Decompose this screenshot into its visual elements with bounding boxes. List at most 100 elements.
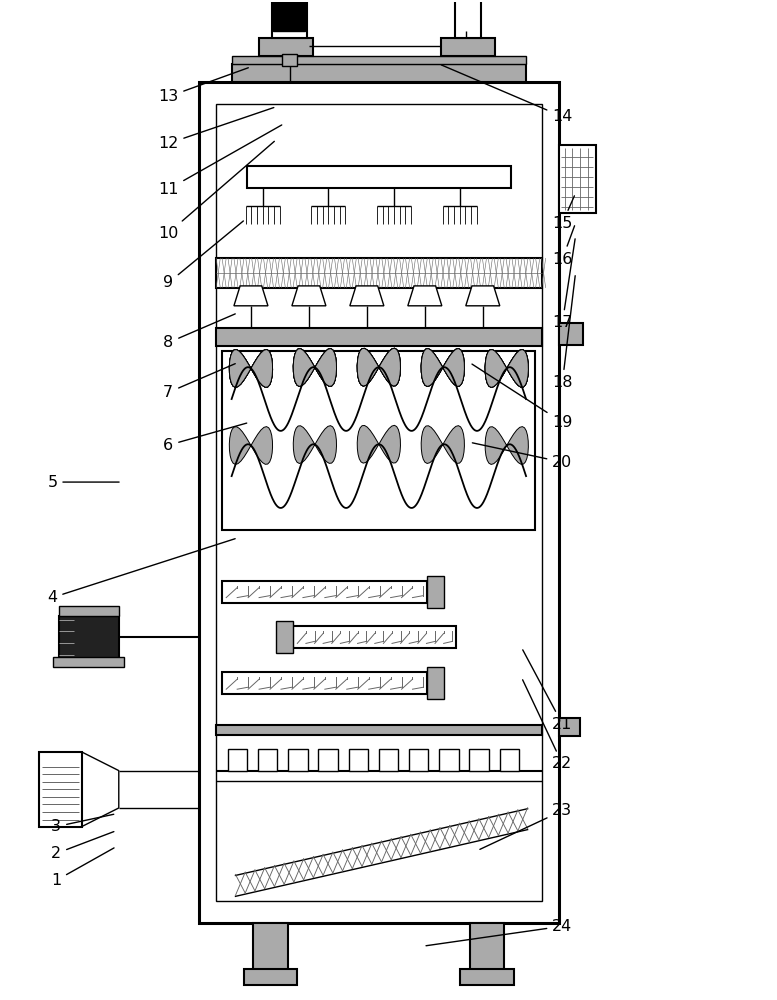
Polygon shape [357,425,400,463]
Polygon shape [485,350,528,387]
Text: 1: 1 [51,848,114,888]
Text: 9: 9 [163,221,243,290]
Bar [441,38,495,56]
Text: 4: 4 [47,539,235,605]
Bar [216,104,542,901]
Text: 11: 11 [158,125,282,197]
Polygon shape [485,350,528,387]
Bar [216,328,542,346]
Polygon shape [229,350,273,387]
Bar [258,749,277,771]
Bar [288,749,308,771]
Bar [247,166,510,188]
Bar [469,749,489,771]
Bar [58,616,119,659]
Text: 20: 20 [472,443,573,470]
Text: 15: 15 [552,196,574,231]
Text: 19: 19 [472,364,573,430]
Bar [53,657,124,667]
Polygon shape [421,349,465,386]
Polygon shape [421,349,465,386]
Bar [199,82,559,923]
Polygon shape [229,350,273,387]
Bar [427,667,444,699]
Text: 12: 12 [158,108,274,151]
Text: 10: 10 [158,141,274,241]
Text: 5: 5 [47,475,119,490]
Bar [277,621,294,653]
Bar [294,626,456,648]
Bar [455,0,481,38]
Bar [379,749,398,771]
Bar [222,351,535,530]
Bar [439,749,458,771]
Bar [274,0,305,31]
Polygon shape [485,350,528,387]
Polygon shape [408,286,442,306]
Bar [469,923,504,971]
Bar [559,323,584,345]
Bar [349,749,368,771]
Polygon shape [357,348,400,386]
Polygon shape [421,349,465,386]
Text: 6: 6 [163,423,247,453]
Polygon shape [293,349,336,386]
Text: 23: 23 [480,803,573,849]
Polygon shape [421,349,465,386]
Bar [461,969,514,985]
Bar [222,672,427,694]
Text: 13: 13 [158,68,249,104]
Bar [232,56,526,64]
Polygon shape [357,348,400,386]
Bar [58,606,119,616]
Text: 3: 3 [51,814,113,834]
Polygon shape [293,349,336,386]
Bar [232,64,526,82]
Text: 17: 17 [552,239,575,330]
Polygon shape [485,427,528,464]
Bar [559,145,596,213]
Polygon shape [293,349,336,386]
Polygon shape [485,350,528,387]
Bar [427,576,444,608]
Bar [319,749,338,771]
Polygon shape [229,350,273,387]
Polygon shape [292,286,326,306]
Bar [39,752,82,827]
Text: 18: 18 [552,276,575,390]
Bar [272,0,307,38]
Polygon shape [350,286,384,306]
Polygon shape [293,349,336,386]
Bar [409,749,428,771]
Polygon shape [357,348,400,386]
Bar [259,38,313,56]
Text: 24: 24 [426,919,573,946]
Bar [216,725,542,735]
Bar [228,749,247,771]
Polygon shape [421,426,465,463]
Bar [559,718,580,736]
Bar [216,258,542,288]
Text: 21: 21 [523,650,573,732]
Polygon shape [229,350,273,387]
Polygon shape [229,427,273,464]
Bar [222,581,427,603]
Polygon shape [465,286,500,306]
Bar [500,749,519,771]
Polygon shape [234,286,268,306]
Text: 2: 2 [51,832,114,861]
Polygon shape [229,350,273,387]
Bar [244,969,298,985]
Polygon shape [485,350,528,387]
Text: 22: 22 [523,680,573,771]
Text: 16: 16 [552,226,574,267]
Text: 7: 7 [163,364,235,400]
Text: 8: 8 [163,314,235,350]
Polygon shape [357,348,400,386]
Text: 14: 14 [441,65,573,124]
Bar [253,923,288,971]
Polygon shape [421,349,465,386]
Polygon shape [293,426,336,463]
Bar [282,54,298,66]
Polygon shape [293,349,336,386]
